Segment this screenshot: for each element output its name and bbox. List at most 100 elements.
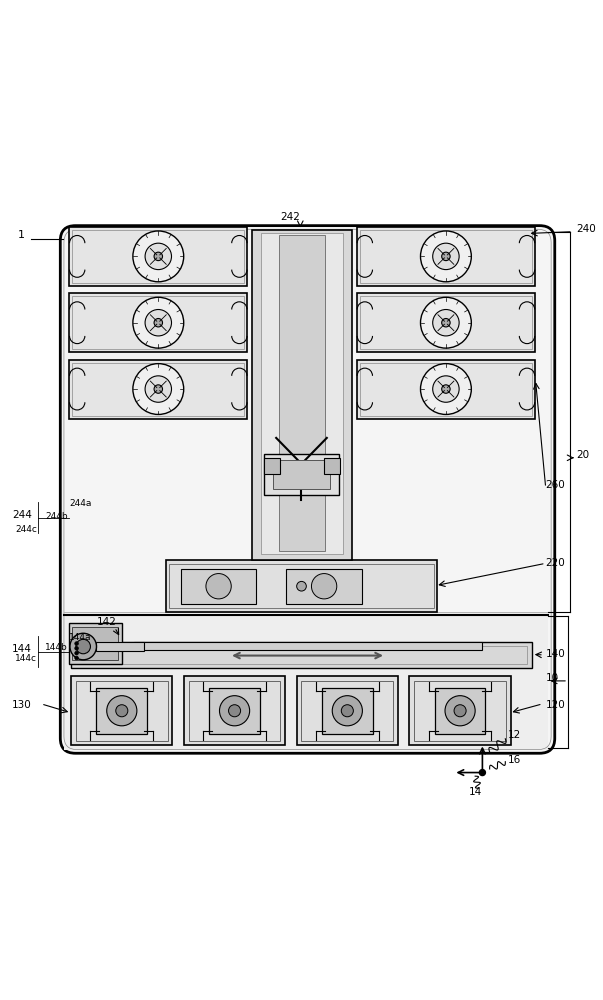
- Bar: [69, 227, 247, 286]
- Text: 144c: 144c: [15, 654, 37, 663]
- Bar: [169, 564, 434, 608]
- Bar: [322, 688, 373, 734]
- Circle shape: [145, 310, 171, 336]
- Bar: [357, 227, 535, 286]
- Circle shape: [107, 696, 137, 726]
- Circle shape: [145, 376, 171, 402]
- Circle shape: [145, 243, 171, 270]
- Circle shape: [75, 642, 78, 645]
- Circle shape: [133, 364, 184, 414]
- Circle shape: [311, 574, 336, 599]
- Bar: [72, 230, 244, 283]
- Circle shape: [297, 581, 306, 591]
- Circle shape: [133, 297, 184, 348]
- Text: 144a: 144a: [69, 633, 92, 642]
- Text: 244c: 244c: [15, 525, 37, 534]
- Text: 1: 1: [18, 230, 25, 240]
- Text: 240: 240: [576, 224, 596, 234]
- Text: 244: 244: [12, 510, 32, 520]
- Text: 130: 130: [12, 700, 32, 710]
- Bar: [72, 296, 244, 349]
- Text: 144b: 144b: [45, 643, 68, 652]
- Circle shape: [133, 231, 184, 282]
- Circle shape: [76, 639, 90, 654]
- Text: 244a: 244a: [69, 499, 92, 508]
- Bar: [64, 615, 548, 750]
- Bar: [71, 676, 172, 745]
- Bar: [414, 681, 506, 741]
- Bar: [96, 688, 147, 734]
- Text: 14: 14: [469, 787, 482, 797]
- Circle shape: [445, 696, 475, 726]
- Text: 144: 144: [12, 644, 32, 654]
- Bar: [71, 642, 532, 668]
- Circle shape: [454, 705, 466, 717]
- Bar: [360, 296, 532, 349]
- Bar: [69, 293, 247, 352]
- Text: 140: 140: [546, 649, 566, 659]
- Circle shape: [332, 696, 362, 726]
- Circle shape: [219, 696, 250, 726]
- Bar: [69, 360, 247, 419]
- Bar: [279, 235, 325, 551]
- Bar: [264, 458, 280, 474]
- Circle shape: [70, 633, 96, 660]
- Circle shape: [420, 297, 472, 348]
- Circle shape: [420, 231, 472, 282]
- Text: 260: 260: [546, 480, 566, 490]
- Bar: [69, 623, 122, 664]
- Text: 20: 20: [576, 450, 589, 460]
- Bar: [72, 363, 244, 416]
- Circle shape: [441, 252, 450, 261]
- Bar: [357, 360, 535, 419]
- Circle shape: [75, 647, 78, 650]
- Circle shape: [154, 318, 163, 327]
- Bar: [264, 454, 339, 495]
- Bar: [184, 676, 285, 745]
- Text: 16: 16: [508, 755, 521, 765]
- Text: 244b: 244b: [45, 512, 68, 521]
- Bar: [76, 681, 168, 741]
- Bar: [189, 681, 280, 741]
- Circle shape: [229, 705, 241, 717]
- Bar: [181, 569, 256, 604]
- Circle shape: [206, 574, 231, 599]
- Text: 220: 220: [546, 558, 566, 568]
- Circle shape: [441, 385, 450, 393]
- Circle shape: [75, 651, 78, 655]
- Circle shape: [154, 252, 163, 261]
- Bar: [166, 560, 437, 612]
- Circle shape: [75, 656, 78, 660]
- Text: 12: 12: [508, 730, 521, 740]
- Bar: [261, 233, 343, 554]
- Circle shape: [341, 705, 353, 717]
- Circle shape: [420, 364, 472, 414]
- Bar: [360, 363, 532, 416]
- Bar: [273, 460, 330, 489]
- Text: 142: 142: [96, 617, 116, 627]
- Text: 120: 120: [546, 700, 566, 710]
- Circle shape: [433, 310, 459, 336]
- Bar: [134, 642, 482, 650]
- FancyBboxPatch shape: [60, 226, 555, 753]
- Bar: [360, 230, 532, 283]
- Text: 242: 242: [280, 212, 300, 222]
- Text: 10: 10: [546, 673, 559, 683]
- Bar: [209, 688, 260, 734]
- Bar: [76, 646, 527, 664]
- Circle shape: [116, 705, 128, 717]
- Bar: [302, 681, 393, 741]
- Bar: [357, 293, 535, 352]
- Circle shape: [154, 385, 163, 393]
- Bar: [297, 676, 398, 745]
- Bar: [409, 676, 511, 745]
- Bar: [72, 627, 118, 660]
- Circle shape: [479, 770, 485, 776]
- Bar: [435, 688, 485, 734]
- Circle shape: [433, 243, 459, 270]
- Bar: [324, 458, 340, 474]
- Circle shape: [441, 318, 450, 327]
- Bar: [286, 569, 362, 604]
- Circle shape: [433, 376, 459, 402]
- Bar: [96, 642, 144, 651]
